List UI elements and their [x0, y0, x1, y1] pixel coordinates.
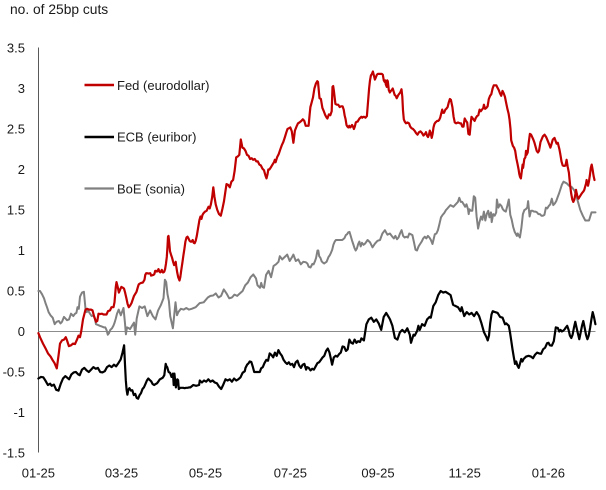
svg-text:05-25: 05-25 — [189, 465, 222, 480]
svg-text:3.5: 3.5 — [7, 41, 25, 56]
svg-text:01-26: 01-26 — [532, 465, 565, 480]
svg-text:03-25: 03-25 — [105, 465, 138, 480]
svg-text:09-25: 09-25 — [361, 465, 394, 480]
svg-text:ECB (euribor): ECB (euribor) — [117, 130, 196, 145]
svg-text:2.5: 2.5 — [7, 122, 25, 137]
svg-text:no. of 25bp cuts: no. of 25bp cuts — [10, 2, 108, 17]
svg-text:-0.5: -0.5 — [3, 365, 25, 380]
svg-text:1.5: 1.5 — [7, 203, 25, 218]
svg-text:11-25: 11-25 — [449, 465, 481, 480]
svg-text:Fed (eurodollar): Fed (eurodollar) — [117, 78, 210, 93]
svg-text:-1.5: -1.5 — [3, 446, 25, 461]
svg-text:1: 1 — [18, 243, 25, 258]
svg-text:-1: -1 — [13, 405, 25, 420]
svg-text:0.5: 0.5 — [7, 284, 25, 299]
svg-text:07-25: 07-25 — [274, 465, 307, 480]
svg-text:01-25: 01-25 — [22, 465, 55, 480]
svg-text:2: 2 — [18, 162, 25, 177]
svg-text:0: 0 — [18, 324, 25, 339]
svg-text:3: 3 — [18, 81, 25, 96]
svg-text:BoE (sonia): BoE (sonia) — [117, 181, 185, 196]
